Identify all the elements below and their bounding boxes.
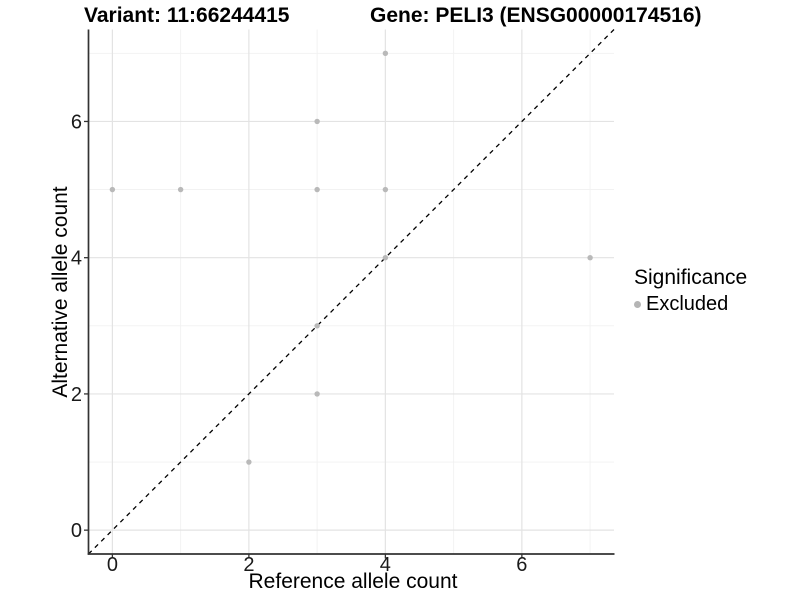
- data-point: [314, 118, 320, 125]
- x-tick-label: 6: [516, 554, 527, 576]
- legend-title: Significance: [634, 266, 748, 289]
- data-point: [587, 254, 593, 261]
- data-point: [382, 254, 389, 261]
- y-axis-label: Alternative allele count: [49, 186, 72, 398]
- identity-dashed-line: [88, 29, 615, 555]
- plot-title-gene: Gene: PELI3 (ENSG00000174516): [370, 4, 702, 27]
- data-point: [109, 186, 116, 193]
- data-point: [382, 50, 389, 57]
- x-tick-label: 0: [107, 554, 118, 576]
- y-tick-label: 4: [71, 248, 82, 270]
- data-point: [314, 186, 320, 193]
- y-tick-label: 2: [71, 384, 82, 406]
- x-axis-label: Reference allele count: [248, 570, 458, 593]
- data-point: [246, 459, 252, 465]
- y-tick-label: 0: [71, 520, 82, 542]
- legend-point-icon: [634, 301, 641, 308]
- legend: Significance Excluded: [632, 266, 747, 316]
- data-point: [314, 323, 320, 329]
- data-point: [177, 186, 184, 193]
- x-tick-label: 2: [243, 554, 254, 576]
- legend-item-label: Excluded: [646, 293, 729, 315]
- x-tick-label: 4: [380, 554, 391, 576]
- plot-title-variant: Variant: 11:66244415: [84, 4, 290, 27]
- data-point: [314, 391, 320, 397]
- legend-item-excluded: Excluded: [634, 293, 747, 316]
- y-tick-label: 6: [71, 111, 82, 133]
- data-point: [382, 186, 389, 193]
